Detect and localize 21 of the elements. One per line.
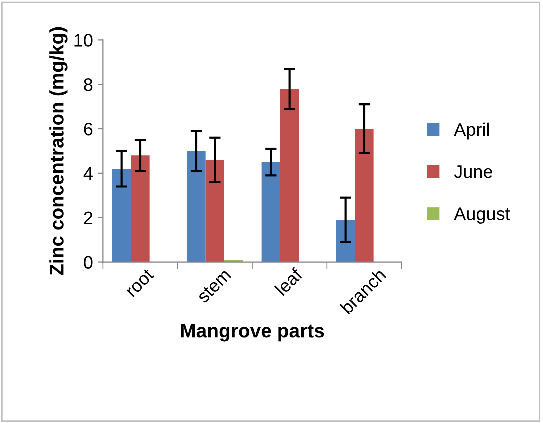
y-axis-title: Zinc concentration (mg/kg) (50, 27, 68, 276)
x-tick-label: leaf (274, 267, 304, 296)
bar (280, 89, 300, 262)
x-axis-title: Mangrove parts (181, 324, 324, 342)
legend-label: August (454, 208, 510, 224)
bar (262, 162, 280, 262)
y-tick-label: 4 (84, 168, 93, 180)
y-tick-label: 10 (74, 34, 93, 47)
bar (206, 160, 224, 262)
x-tick-label: root (125, 268, 155, 298)
bar (187, 151, 206, 262)
y-tick-label: 6 (84, 122, 93, 136)
y-tick-label: 8 (84, 78, 93, 92)
bar (336, 220, 356, 262)
bar (355, 129, 374, 262)
legend-label: April (454, 122, 490, 140)
y-tick-label: 2 (84, 212, 93, 224)
bar (131, 156, 150, 262)
legend-label: June (454, 166, 492, 178)
y-tick-label: 0 (84, 256, 93, 269)
bar (112, 168, 132, 262)
